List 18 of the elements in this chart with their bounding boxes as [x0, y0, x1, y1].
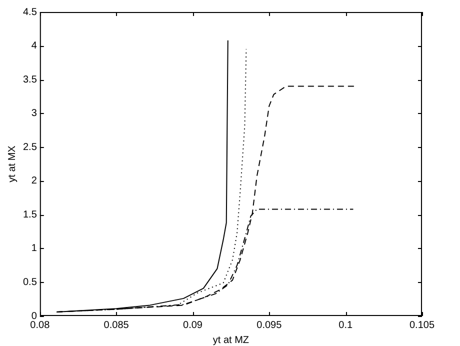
x-axis-title: yt at MZ: [212, 334, 250, 346]
y-tick-label: 0.5: [22, 276, 38, 288]
x-tick-label: 0.1: [338, 320, 353, 331]
y-tick-label: 3.5: [22, 74, 38, 86]
x-tick-label: 0.095: [256, 320, 282, 331]
x-tick-label: 0.08: [30, 320, 50, 331]
y-tick-label: 4.5: [22, 6, 38, 18]
x-tick-label: 0.085: [104, 320, 130, 331]
y-axis-title: yt at MX: [6, 145, 18, 182]
x-tick-label: 0.09: [183, 320, 203, 331]
y-tick-label: 1: [31, 243, 38, 254]
y-tick-label: 2: [31, 176, 38, 187]
x-tick-label: 0.105: [409, 320, 435, 331]
y-tick-label: 2.5: [22, 142, 38, 153]
y-tick-label: 3: [31, 108, 38, 120]
y-tick-label: 1.5: [22, 209, 38, 220]
y-tick-label: 4: [31, 40, 38, 52]
y-tick-label: 0: [31, 310, 38, 322]
